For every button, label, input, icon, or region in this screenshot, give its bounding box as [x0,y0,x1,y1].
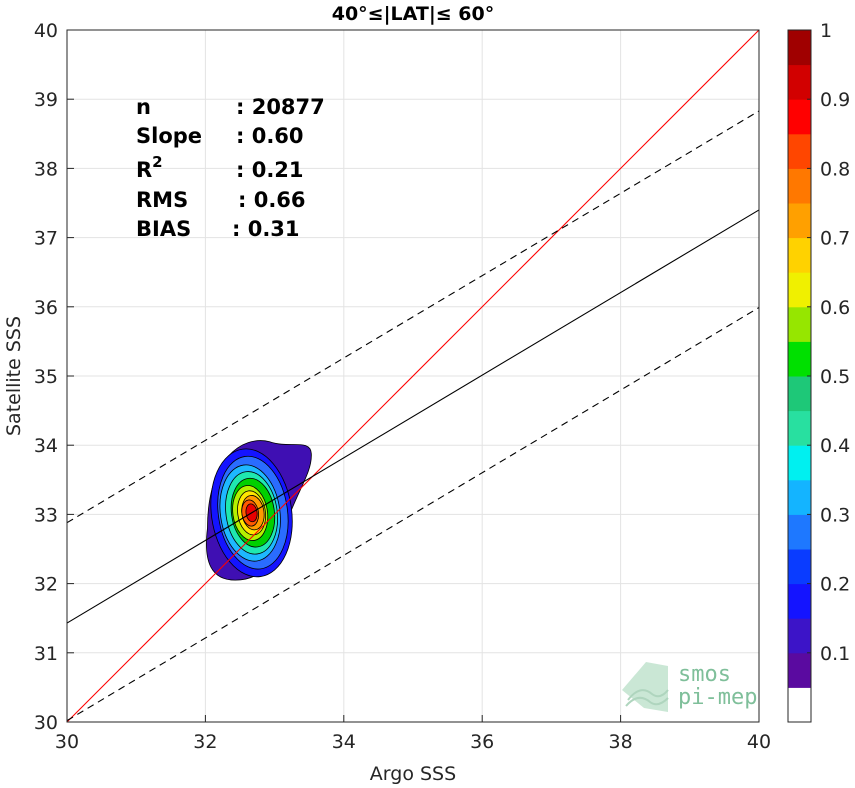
x-tick-label: 32 [193,731,217,753]
colorbar-tick-label: 1 [820,20,832,42]
regression-lines [66,29,760,723]
logo-text-line1: smos [678,662,731,687]
x-axis-label: Argo SSS [370,763,456,785]
colorbar-swatch [788,133,811,169]
colorbar-swatch [788,272,811,308]
colorbar-tick-label: 0.4 [820,435,850,457]
fit-upper-dashed-line [66,110,760,524]
y-tick-label: 40 [34,20,58,42]
y-tick-label: 37 [34,228,58,250]
y-tick-label: 38 [34,158,58,180]
y-tick-label: 36 [34,297,58,319]
colorbar: 0.1 0.2 0.3 0.4 0.5 0.6 0.7 0.8 0.9 1 [787,20,850,723]
colorbar-swatch [788,168,811,204]
colorbar-swatch [788,99,811,135]
colorbar-swatch [788,445,811,481]
colorbar-swatch [788,306,811,342]
y-axis-label: Satellite SSS [3,316,25,436]
colorbar-swatch [788,30,811,66]
y-tick-label: 33 [34,504,58,526]
y-tick-label: 30 [34,712,58,734]
density-contours [206,440,312,581]
chart-title: 40°≤|LAT|≤ 60° [332,3,495,25]
colorbar-tick-label: 0.3 [820,504,850,526]
fit-line [66,209,760,624]
axis-ticks: 30 32 34 36 38 40 30 31 32 33 34 35 36 37 38 39 40 [34,20,771,753]
stat-value: : 0.66 [238,188,306,212]
stat-label: n [136,95,151,119]
colorbar-swatch [788,549,811,585]
y-tick-label: 31 [34,643,58,665]
stat-label: BIAS [136,217,191,241]
logo-text-line2: pi-mep [678,685,757,710]
x-tick-label: 30 [55,731,79,753]
stat-value: : 0.31 [232,217,300,241]
y-tick-label: 34 [34,435,58,457]
stat-value: : 20877 [236,95,325,119]
colorbar-swatch [788,237,811,273]
colorbar-swatch [788,514,811,550]
colorbar-tick-label: 0.2 [820,574,850,596]
x-tick-label: 34 [332,731,356,753]
statistics-box: n : 20877 Slope : 0.60 R2 : 0.21 RMS : 0.66 BIAS… [136,95,325,241]
smos-pi-mep-logo: smos pi-mep [622,662,757,712]
fit-lower-dashed-line [66,307,760,722]
colorbar-swatch [788,583,811,619]
colorbar-tick-label: 0.8 [820,158,850,180]
colorbar-swatch [788,341,811,377]
stat-label: R2 [136,153,163,182]
x-tick-label: 40 [747,731,771,753]
stat-superscript: 2 [152,153,162,171]
colorbar-swatch [788,652,811,688]
x-tick-label: 38 [609,731,633,753]
colorbar-swatch [788,376,811,412]
identity-line [66,29,760,723]
colorbar-tick-label: 0.6 [820,297,850,319]
y-tick-label: 32 [34,574,58,596]
stat-value: : 0.60 [236,124,304,148]
colorbar-swatch [788,618,811,654]
colorbar-tick-label: 0.1 [820,643,850,665]
stat-label: RMS [136,188,188,212]
y-tick-label: 39 [34,89,58,111]
stat-label: Slope [136,124,202,148]
y-tick-label: 35 [34,366,58,388]
colorbar-tick-label: 0.7 [820,228,850,250]
colorbar-swatch [788,410,811,446]
logo-wave-icon [622,662,669,712]
stat-value: : 0.21 [236,158,304,182]
colorbar-tick-label: 0.5 [820,366,850,388]
x-tick-label: 36 [470,731,494,753]
colorbar-swatch [788,479,811,515]
colorbar-swatch [788,64,811,100]
colorbar-swatch [788,203,811,239]
colorbar-swatch [788,687,811,723]
colorbar-tick-label: 0.9 [820,89,850,111]
